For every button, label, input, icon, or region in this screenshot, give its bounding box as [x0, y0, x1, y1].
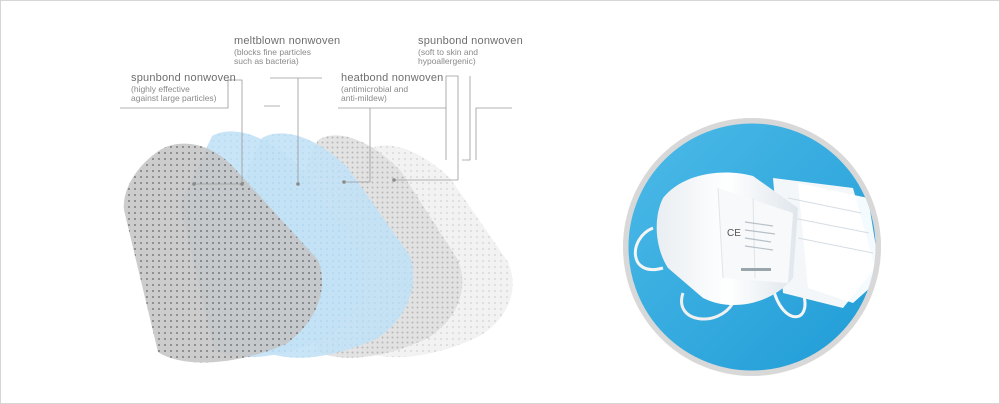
label-desc-line: (antimicrobial and	[341, 83, 409, 94]
leader-line-spunbond-inner	[120, 79, 243, 185]
leader-line-meltblown	[264, 77, 322, 184]
label-spunbond-outer: spunbond nonwoven (soft to skin and hypo…	[418, 35, 523, 67]
mask-photo-illustration: CE	[623, 118, 881, 376]
leader-line-spunbond-outer	[394, 75, 459, 181]
label-meltblown: meltblown nonwoven (blocks fine particle…	[234, 35, 340, 67]
label-spunbond-inner: spunbond nonwoven (highly effective agai…	[131, 72, 236, 104]
label-desc-line: (blocks fine particles	[234, 46, 312, 57]
mask-photo: CE	[623, 118, 881, 376]
label-title: spunbond nonwoven	[131, 72, 236, 84]
label-desc-line: against large particles)	[131, 93, 217, 104]
label-desc-line: (highly effective	[131, 83, 190, 94]
layer-spunbond-inner	[123, 143, 323, 363]
label-desc-line: (soft to skin and	[418, 46, 479, 57]
leader-line-extra	[462, 76, 512, 161]
label-title: meltblown nonwoven	[234, 35, 341, 47]
label-desc-line: such as bacteria)	[234, 56, 299, 67]
label-desc-line: hypoallergenic)	[418, 56, 476, 67]
leader-line-heatbond	[338, 107, 446, 183]
ce-mark: CE	[727, 228, 741, 239]
label-title: spunbond nonwoven	[418, 35, 523, 47]
label-title: heatbond nonwoven	[341, 72, 444, 84]
label-heatbond: heatbond nonwoven (antimicrobial and ant…	[341, 72, 444, 104]
label-desc-line: anti-mildew)	[341, 93, 387, 104]
